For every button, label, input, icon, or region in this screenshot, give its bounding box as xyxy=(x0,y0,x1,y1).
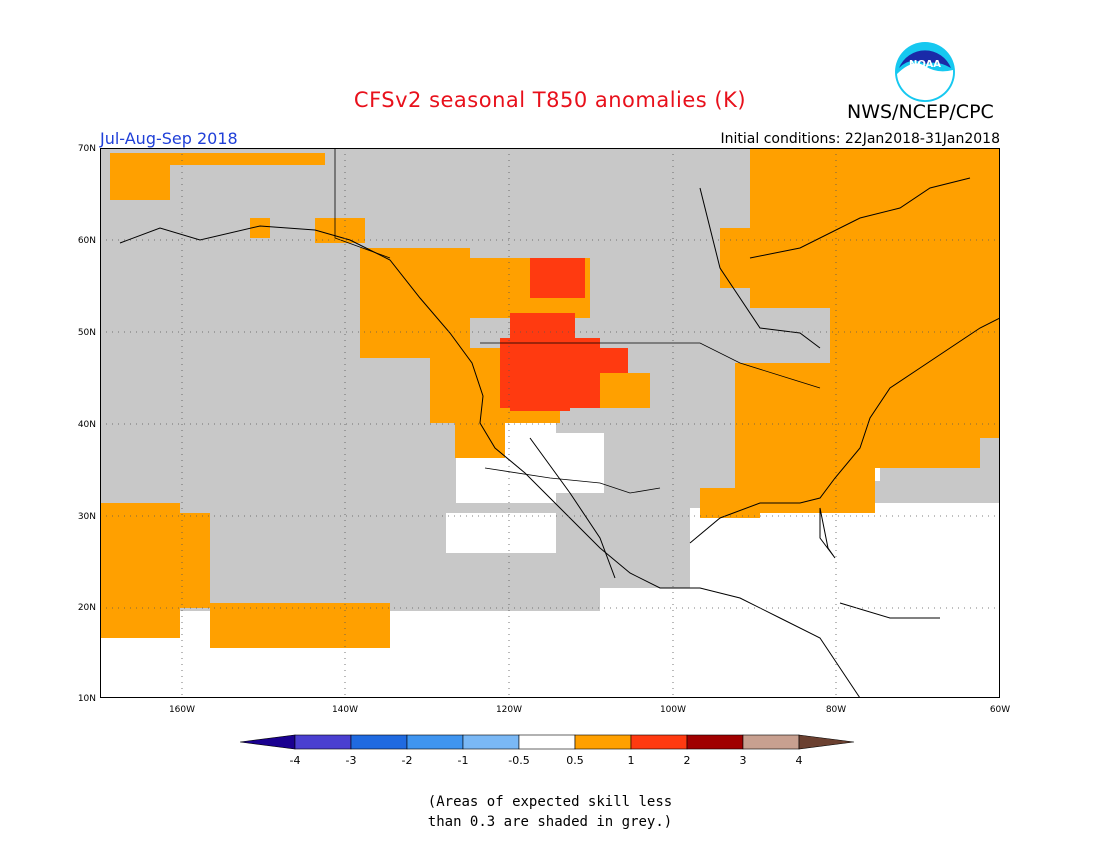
forecast-period: Jul-Aug-Sep 2018 xyxy=(100,129,238,148)
lon-label: 140W xyxy=(331,705,359,715)
legend-swatch xyxy=(462,734,520,750)
color-legend: -4 -3 -2 -1 -0.5 0.5 1 2 3 4 xyxy=(240,734,855,767)
lat-label: 40N xyxy=(77,420,96,430)
lon-label: 100W xyxy=(659,705,687,715)
skill-note-line: than 0.3 are shaded in grey.) xyxy=(427,814,673,830)
lat-label: 10N xyxy=(77,694,96,704)
skill-note: (Areas of expected skill less than 0.3 a… xyxy=(0,792,1100,832)
legend-swatch xyxy=(574,734,632,750)
lon-label: 80W xyxy=(825,705,847,715)
legend-swatch xyxy=(406,734,464,750)
legend-swatch xyxy=(686,734,744,750)
country-borders xyxy=(334,148,821,494)
legend-tick-label: -0.5 xyxy=(508,754,529,767)
lat-label: 30N xyxy=(77,512,96,522)
legend-tick-label: 2 xyxy=(684,754,691,767)
anomaly-1-2-area xyxy=(500,258,628,411)
near-normal-area xyxy=(100,253,1000,698)
legend-swatch xyxy=(742,734,800,750)
legend-arrow-low xyxy=(240,734,296,750)
legend-swatch xyxy=(630,734,688,750)
forecast-map xyxy=(100,148,1000,698)
lat-label: 20N xyxy=(77,603,96,613)
lat-label: 60N xyxy=(77,236,96,246)
legend-tick-label: -3 xyxy=(346,754,357,767)
coastlines xyxy=(119,177,1000,698)
legend-tick-label: 0.5 xyxy=(566,754,584,767)
initial-conditions: Initial conditions: 22Jan2018-31Jan2018 xyxy=(720,131,1000,147)
legend-swatch xyxy=(350,734,408,750)
legend-tick-label: -2 xyxy=(402,754,413,767)
legend-swatch xyxy=(294,734,352,750)
map-title: CFSv2 seasonal T850 anomalies (K) xyxy=(353,88,747,112)
legend-arrow-high xyxy=(798,734,855,750)
legend-tick-label: 1 xyxy=(628,754,635,767)
agency-label: NWS/NCEP/CPC xyxy=(847,101,994,123)
legend-tick-label: 4 xyxy=(796,754,803,767)
legend-tick-label: 3 xyxy=(740,754,747,767)
lat-label: 70N xyxy=(77,144,96,154)
legend-tick-label: -4 xyxy=(290,754,301,767)
legend-tick-label: -1 xyxy=(458,754,469,767)
lat-label: 50N xyxy=(77,328,96,338)
lon-label: 60W xyxy=(989,705,1011,715)
lon-label: 120W xyxy=(495,705,523,715)
noaa-logo: NOAA xyxy=(895,42,955,102)
lon-label: 160W xyxy=(168,705,196,715)
gridlines xyxy=(100,148,1000,698)
skill-note-line: (Areas of expected skill less xyxy=(427,794,673,810)
legend-swatch xyxy=(518,734,576,750)
logo-text: NOAA xyxy=(909,59,941,70)
